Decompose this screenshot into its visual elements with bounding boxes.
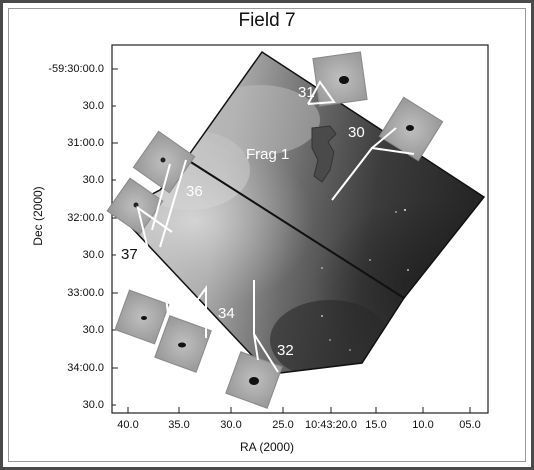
- y-tick-label: 30.0: [82, 324, 104, 336]
- frag-1-dark-cloud: [311, 125, 337, 183]
- figure-title: Field 7: [238, 10, 296, 31]
- y-tick-label: 32:00.0: [67, 212, 104, 224]
- x-tick-label: 15.0: [365, 419, 387, 431]
- source-thumbnail-31: [312, 51, 368, 107]
- source-thumbnail-35: [114, 289, 170, 345]
- y-axis-label: Dec (2000): [31, 186, 45, 246]
- source-label-35: 35: [166, 279, 183, 296]
- y-tick-label: -59:30:00.0: [48, 63, 104, 75]
- x-tick-label: 05.0: [459, 419, 481, 431]
- y-tick-label: 30.0: [82, 399, 104, 411]
- mosaic-strip-upper: [184, 50, 486, 299]
- x-tick-label: 30.0: [220, 419, 242, 431]
- y-tick-label: 34:00.0: [67, 362, 104, 374]
- y-tick-label: 30.0: [82, 249, 104, 261]
- source-label-37: 37: [121, 246, 138, 263]
- source-label-36: 36: [186, 183, 203, 200]
- x-tick-marks: [127, 407, 471, 413]
- x-tick-label: 40.0: [117, 419, 139, 431]
- source-thumbnail-32: [225, 351, 283, 409]
- figure-inner-border: [8, 8, 526, 462]
- y-tick-label: 30.0: [82, 174, 104, 186]
- source-thumbnail-30: [378, 96, 444, 162]
- source-label-31: 31: [298, 84, 315, 101]
- source-thumbnail-34: [154, 315, 212, 373]
- x-tick-label: 25.0: [272, 419, 294, 431]
- source-label-32: 32: [277, 342, 294, 359]
- x-tick-label: 10.0: [412, 419, 434, 431]
- frag-1-label: Frag 1: [246, 146, 289, 163]
- x-tick-label: 10:43:20.0: [305, 419, 357, 431]
- y-tick-label: 33:00.0: [67, 287, 104, 299]
- y-tick-label: 31:00.0: [67, 137, 104, 149]
- source-label-34: 34: [218, 305, 235, 322]
- x-axis-label: RA (2000): [239, 440, 295, 454]
- source-label-30: 30: [348, 124, 365, 141]
- source-marker-lines: [135, 80, 415, 373]
- x-tick-label: 35.0: [168, 419, 190, 431]
- y-tick-label: 30.0: [82, 100, 104, 112]
